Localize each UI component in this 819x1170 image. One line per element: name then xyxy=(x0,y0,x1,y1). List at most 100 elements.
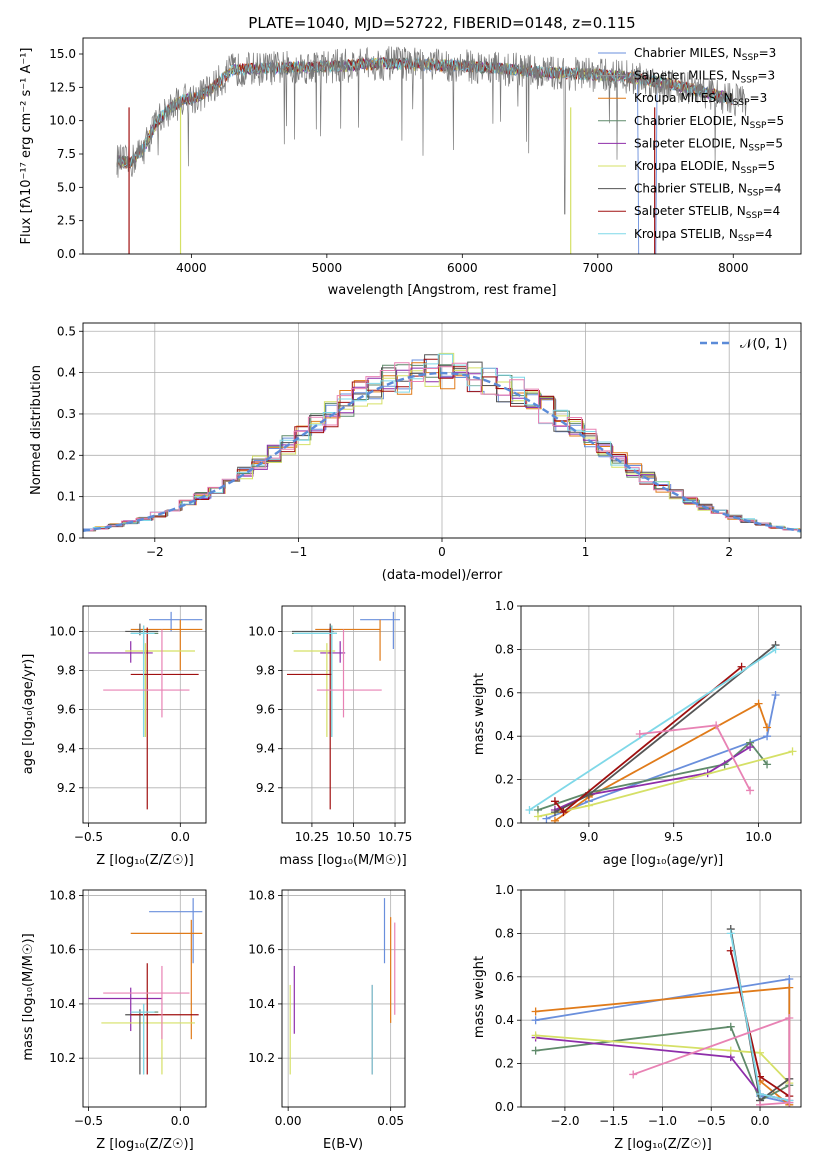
x-tick-label: 0.05 xyxy=(377,1114,404,1128)
x-tick-label: 5000 xyxy=(312,261,343,275)
x-tick-label: 6000 xyxy=(447,261,478,275)
weight-series-line xyxy=(535,1034,790,1084)
weight-point-marker xyxy=(754,699,763,708)
weight-point-marker xyxy=(785,983,794,992)
y-tick-label: 0.4 xyxy=(495,1013,514,1027)
y-tick-label: 9.8 xyxy=(57,664,76,678)
y-tick-label: 0.8 xyxy=(495,926,514,940)
weight-point-marker xyxy=(763,732,772,741)
x-tick-label: −1.0 xyxy=(648,1114,677,1128)
weight-point-marker xyxy=(726,929,735,938)
age-z-xlabel: Z [log₁₀(Z/Z☉)] xyxy=(96,853,193,868)
x-tick-label: 10.0 xyxy=(745,830,772,844)
y-tick-label: 0.6 xyxy=(495,686,514,700)
weight-point-marker xyxy=(771,690,780,699)
y-tick-label: 12.5 xyxy=(49,80,76,94)
residual-histogram-panel: −2 −1 0 1 2 0.0 0.1 0.2 0.3 0.4 0.5 𝒩(0, 1) (data-m… xyxy=(29,322,802,583)
weight-point-marker xyxy=(531,1007,540,1016)
weight-point-marker xyxy=(635,730,644,739)
x-tick-label: −0.5 xyxy=(697,1114,726,1128)
y-tick-label: 0.2 xyxy=(495,773,514,787)
y-tick-label: 1.0 xyxy=(495,599,514,613)
legend-label: Chabrier ELODIE, NSSP=5 xyxy=(634,114,784,131)
x-tick-label: 7000 xyxy=(583,261,614,275)
y-tick-label: 10.8 xyxy=(49,888,76,902)
age-mass-xlabel: mass [log₁₀(M/M☉)] xyxy=(279,853,406,868)
histogram-xlabel: (data-model)/error xyxy=(382,568,503,583)
y-tick-label: 1.0 xyxy=(495,883,514,897)
y-tick-label: 9.4 xyxy=(256,742,275,756)
axes-frame xyxy=(281,889,406,1108)
y-tick-label: 0.1 xyxy=(57,490,76,504)
weight-point-marker xyxy=(542,814,551,823)
axes-frame xyxy=(82,37,802,255)
axes-frame xyxy=(520,605,802,824)
weight-series-line xyxy=(535,1025,790,1102)
weight-vs-z-panel: −2.0 −1.5 −1.0 −0.5 0.0 0.0 0.2 0.4 0.6 0.8 1.0 Z … xyxy=(472,883,802,1152)
axes-frame xyxy=(281,605,406,824)
x-tick-label: −1 xyxy=(290,545,308,559)
weight-point-marker xyxy=(746,786,755,795)
weight-z-ylabel: mass weight xyxy=(472,956,487,1038)
weight-point-marker xyxy=(746,743,755,752)
weight-series-line xyxy=(529,648,776,811)
y-tick-label: 0.8 xyxy=(495,642,514,656)
y-tick-label: 10.2 xyxy=(49,1051,76,1065)
observed-spectrum-line xyxy=(116,46,747,215)
x-tick-label: −0.5 xyxy=(74,1114,103,1128)
histogram-step-line xyxy=(83,358,801,532)
y-tick-label: 0.0 xyxy=(495,816,514,830)
y-tick-label: 5.0 xyxy=(57,180,76,194)
x-tick-label: 8000 xyxy=(718,261,749,275)
y-tick-label: 7.5 xyxy=(57,147,76,161)
y-tick-label: 9.4 xyxy=(57,742,76,756)
weight-point-marker xyxy=(763,760,772,769)
x-tick-label: 9.5 xyxy=(664,830,683,844)
y-tick-label: 10.4 xyxy=(248,997,275,1011)
weight-point-marker xyxy=(531,1016,540,1025)
histogram-step-line xyxy=(83,359,801,532)
y-tick-label: 0.4 xyxy=(495,729,514,743)
histogram-ylabel: Normed distribution xyxy=(29,365,44,495)
x-tick-label: 10.75 xyxy=(378,830,412,844)
y-tick-label: 0.5 xyxy=(57,324,76,338)
weight-series-line xyxy=(554,746,751,811)
legend-label: Chabrier MILES, NSSP=3 xyxy=(634,46,776,63)
weight-point-marker xyxy=(712,721,721,730)
y-tick-label: 0.6 xyxy=(495,970,514,984)
y-tick-label: 9.2 xyxy=(256,781,275,795)
x-tick-label: 0.0 xyxy=(171,1114,190,1128)
legend-label: Kroupa ELODIE, NSSP=5 xyxy=(634,159,775,176)
y-tick-label: 0.2 xyxy=(57,448,76,462)
weight-point-marker xyxy=(785,1098,794,1107)
legend-label: Kroupa STELIB, NSSP=4 xyxy=(634,227,772,244)
y-tick-label: 10.0 xyxy=(49,114,76,128)
weight-point-marker xyxy=(726,1046,735,1055)
axes-frame xyxy=(82,605,207,824)
x-tick-label: 0.0 xyxy=(750,1114,769,1128)
weight-point-marker xyxy=(584,801,593,810)
weight-point-marker xyxy=(550,808,559,817)
x-tick-label: −0.5 xyxy=(74,830,103,844)
axes-frame xyxy=(82,889,207,1108)
figure-title: PLATE=1040, MJD=52722, FIBERID=0148, z=0… xyxy=(248,14,635,32)
x-tick-label: −2.0 xyxy=(550,1114,579,1128)
mass-z-ylabel: mass [log₁₀(M/M☉)] xyxy=(21,933,36,1060)
age-vs-z-panel: −0.5 0.09.29.49.69.810.0 Z [log₁₀(Z/Z☉)] … xyxy=(21,605,207,868)
x-tick-label: 10.25 xyxy=(295,830,329,844)
y-tick-label: 9.6 xyxy=(57,703,76,717)
x-tick-label: 4000 xyxy=(176,261,207,275)
weight-point-marker xyxy=(550,797,559,806)
legend-label: Kroupa MILES, NSSP=3 xyxy=(634,91,767,108)
x-tick-label: −2 xyxy=(146,545,164,559)
weight-point-marker xyxy=(550,816,559,823)
legend-label: 𝒩(0, 1) xyxy=(740,337,787,352)
x-tick-label: 1 xyxy=(582,545,590,559)
histogram-step-line xyxy=(83,362,801,532)
x-tick-label: 0 xyxy=(438,545,446,559)
weight-vs-age-panel: 9.0 9.5 10.0 0.0 0.2 0.4 0.6 0.8 1.0 age [log₁₀(… xyxy=(472,599,802,868)
y-tick-label: 10.6 xyxy=(248,943,275,957)
mass-ebv-xlabel: E(B-V) xyxy=(323,1137,363,1152)
mass-vs-z-panel: −0.5 0.010.210.410.610.8 Z [log₁₀(Z/Z☉)] … xyxy=(21,888,207,1152)
